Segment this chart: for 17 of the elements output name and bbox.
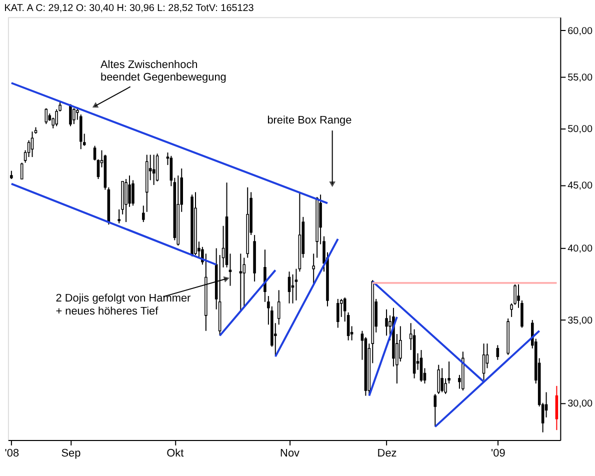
- annotation: Altes Zwischenhoch beendet Gegenbewegung: [100, 58, 226, 84]
- x-tick-label: Nov: [280, 447, 300, 460]
- y-tick-label: 40,00: [568, 244, 593, 255]
- x-tick-label: '09: [491, 447, 506, 460]
- y-tick-label: 50,00: [568, 124, 593, 135]
- chart-title: KAT. A C: 29,12 O: 30,40 H: 30,96 L: 28,52 TotV: 165123: [4, 3, 254, 14]
- x-tick-label: Okt: [166, 447, 184, 460]
- x-tick-label: Dez: [377, 447, 397, 460]
- y-tick-label: 55,00: [568, 72, 593, 84]
- y-tick-label: 45,00: [568, 180, 593, 192]
- y-tick-label: 60,00: [568, 26, 593, 37]
- y-tick-label: 30,00: [568, 398, 593, 410]
- annotation: breite Box Range: [267, 114, 352, 127]
- x-tick-label: Sep: [61, 447, 81, 460]
- y-tick-label: 35,00: [568, 316, 593, 326]
- annotation: 2 Dojis gefolgt von Hammer + neues höheres Tief: [56, 292, 192, 318]
- x-tick-label: '08: [4, 447, 20, 460]
